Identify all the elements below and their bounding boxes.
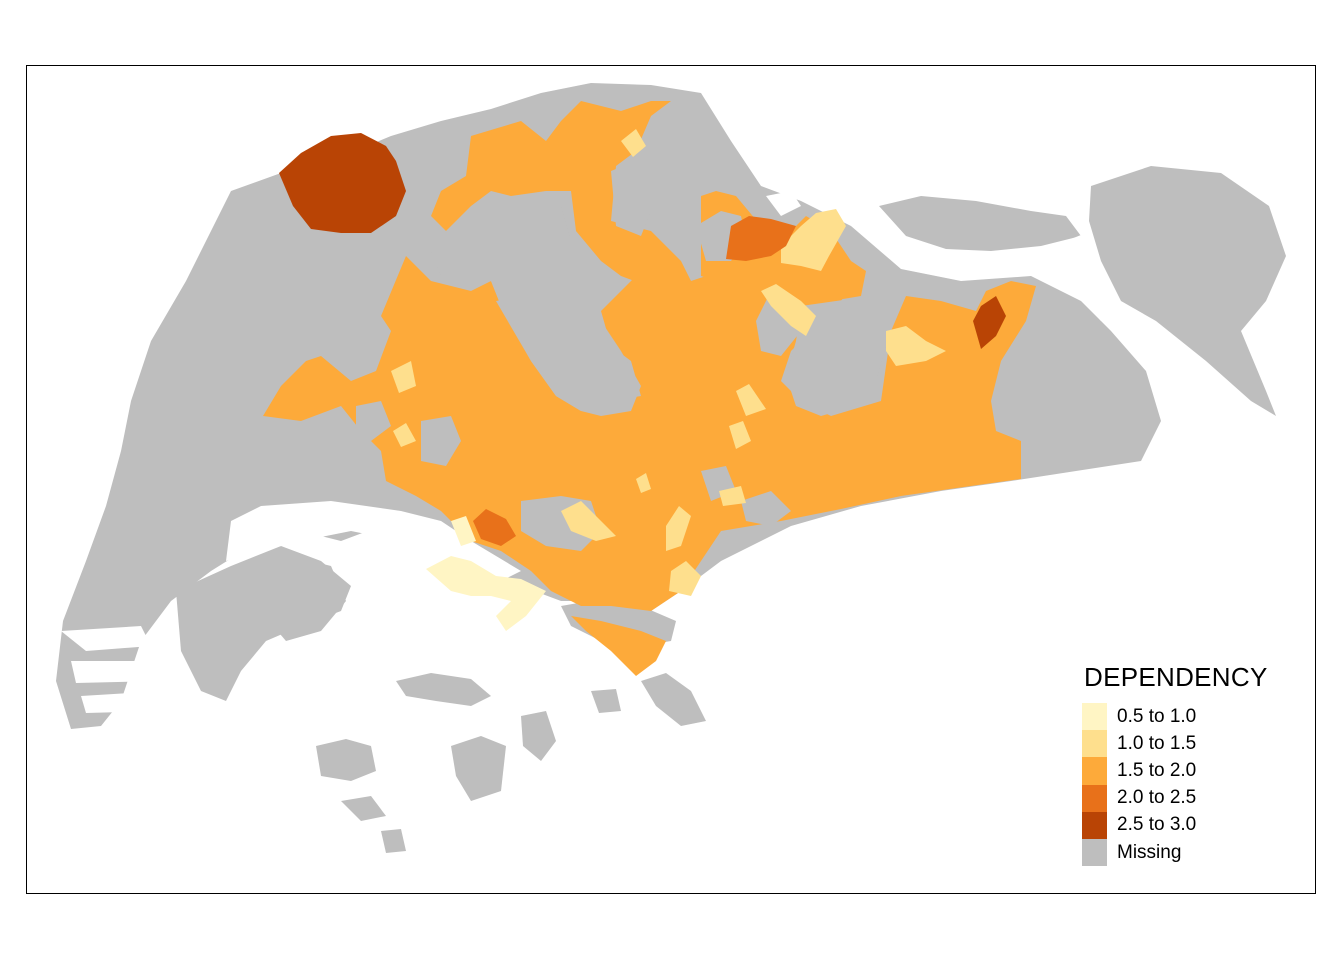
south-island-2: [316, 739, 376, 781]
north-region: [431, 101, 691, 291]
legend-item: Missing: [1082, 838, 1268, 867]
south-island-4: [341, 796, 386, 821]
legend-label: Missing: [1117, 841, 1182, 863]
south-island-3: [451, 736, 506, 801]
legend-label: 1.5 to 2.0: [1117, 759, 1197, 781]
lim-chu-kang-area: [279, 133, 406, 233]
south-strip: [571, 616, 666, 676]
legend-swatch: [1082, 811, 1107, 839]
legend-swatch: [1082, 757, 1107, 785]
legend-label: 0.5 to 1.0: [1117, 705, 1197, 727]
pasir-ris-area: [973, 296, 1006, 349]
missing-holes: [356, 161, 891, 551]
class-1-0-to-1-5: [391, 129, 946, 596]
south-island-7: [591, 689, 621, 713]
south-island-5: [641, 673, 706, 726]
map-legend: DEPENDENCY 0.5 to 1.0 1.0 to 1.5 1.5 to 2.…: [1082, 662, 1268, 867]
pulau-ubin: [879, 196, 1081, 251]
map-frame: [26, 65, 1316, 894]
south-island-1: [396, 673, 491, 706]
legend-item: 2.0 to 2.5: [1082, 784, 1268, 812]
south-island-6: [521, 711, 556, 761]
legend-swatch: [1082, 784, 1107, 812]
class-0-5-to-1-0: [426, 516, 546, 631]
legend-label: 2.0 to 2.5: [1117, 787, 1197, 809]
class-2-5-to-3-0: [279, 133, 1006, 349]
jurong-island-east: [269, 561, 346, 641]
legend-rows: 0.5 to 1.0 1.0 to 1.5 1.5 to 2.0 2.0 to 2.5…: [1082, 703, 1268, 867]
legend-label: 2.5 to 3.0: [1117, 814, 1197, 836]
legend-item: 2.5 to 3.0: [1082, 811, 1268, 839]
legend-item: 1.0 to 1.5: [1082, 730, 1268, 758]
legend-swatch: [1082, 838, 1107, 867]
legend-title: DEPENDENCY: [1084, 662, 1268, 692]
legend-swatch: [1082, 703, 1107, 731]
legend-item: 0.5 to 1.0: [1082, 703, 1268, 731]
legend-label: 1.0 to 1.5: [1117, 732, 1197, 754]
sea-cutouts: [61, 191, 1111, 713]
legend-item: 1.5 to 2.0: [1082, 757, 1268, 785]
south-island-8: [381, 829, 406, 853]
class-2-0-to-2-5: [473, 216, 796, 546]
pulau-tekong: [1089, 166, 1286, 416]
choropleth-map: [56, 83, 1286, 853]
legend-swatch: [1082, 730, 1107, 758]
